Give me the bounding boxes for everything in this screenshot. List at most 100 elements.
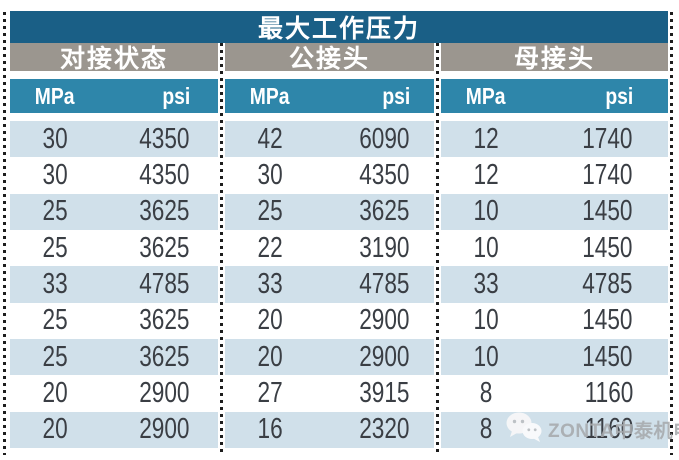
psi-value: 1450 (582, 195, 633, 228)
psi-column-header: psi (382, 82, 410, 109)
table-row: 30 4350 42 6090 12 1740 (10, 121, 668, 158)
mpa-value: 8 (479, 376, 493, 409)
mpa-column-header: MPa (466, 82, 506, 109)
row-group-segment: 30 4350 (225, 157, 434, 194)
column-group-male-coupler: 公接头 (225, 43, 434, 73)
mpa-value: 10 (473, 195, 499, 228)
psi-value: 2900 (359, 304, 410, 337)
psi-value: 3915 (359, 376, 410, 409)
psi-value: 3625 (359, 195, 410, 228)
column-group-female-coupler: 母接头 (441, 43, 668, 73)
column-group-label: 公接头 (288, 45, 370, 73)
mpa-value: 10 (473, 304, 499, 337)
mpa-value: 10 (473, 340, 499, 373)
psi-value: 4785 (582, 267, 633, 300)
row-group-segment: 20 2900 (225, 302, 434, 339)
psi-value: 2900 (139, 413, 190, 446)
mpa-value: 30 (42, 122, 68, 155)
psi-value: 4350 (139, 158, 190, 191)
row-group-segment: 42 6090 (225, 121, 434, 158)
psi-value: 1160 (584, 413, 633, 446)
psi-value: 4785 (139, 267, 190, 300)
row-group-segment: 33 4785 (225, 266, 434, 303)
row-group-segment: 8 1160 (441, 375, 668, 412)
row-group-segment: 30 4350 (10, 121, 218, 158)
column-group-label: 对接状态 (59, 45, 168, 73)
row-group-segment: 30 4350 (10, 157, 218, 194)
table-row: 20 2900 16 2320 8 1160 (10, 411, 668, 448)
dotted-separator-left (3, 12, 6, 455)
psi-column-header: psi (162, 82, 190, 109)
psi-value: 1160 (584, 376, 633, 409)
mpa-value: 25 (42, 231, 68, 264)
table-row: 25 3625 20 2900 10 1450 (10, 338, 668, 376)
column-group-label: 母接头 (513, 45, 595, 73)
row-group-segment: 10 1450 (441, 302, 668, 339)
psi-value: 4350 (139, 122, 190, 155)
column-group-header-row: 对接状态 公接头 母接头 (10, 43, 668, 73)
mpa-value: 20 (42, 376, 68, 409)
row-group-segment: 10 1450 (441, 193, 668, 230)
row-group-segment: 20 2900 (10, 375, 218, 412)
dotted-separator-mid2 (436, 43, 439, 455)
unit-header-row: MPa psi MPa psi MPa psi (10, 79, 668, 113)
row-group-segment: 20 2900 (10, 411, 218, 448)
row-group-segment: 22 3190 (225, 229, 434, 267)
mpa-value: 20 (42, 413, 68, 446)
row-group-segment: 8 1160 (441, 411, 668, 448)
psi-value: 2320 (359, 413, 410, 446)
mpa-value: 25 (42, 304, 68, 337)
table-row: 33 4785 33 4785 33 4785 (10, 266, 668, 303)
dotted-separator-right (670, 12, 673, 455)
psi-value: 1450 (582, 304, 633, 337)
mpa-value: 20 (257, 304, 283, 337)
row-group-segment: 12 1740 (441, 157, 668, 194)
psi-value: 3625 (139, 340, 190, 373)
mpa-value: 22 (257, 231, 283, 264)
column-group-docked: 对接状态 (10, 43, 218, 73)
mpa-value: 8 (479, 413, 493, 446)
psi-column-header: psi (605, 82, 633, 109)
psi-value: 4785 (359, 267, 410, 300)
psi-value: 2900 (139, 376, 190, 409)
dotted-separator-mid1 (220, 43, 223, 455)
table-row: 25 3625 22 3190 10 1450 (10, 229, 668, 267)
row-group-segment: 10 1450 (441, 338, 668, 376)
psi-value: 1740 (582, 158, 633, 191)
psi-value: 3625 (139, 231, 190, 264)
table-row: 30 4350 30 4350 12 1740 (10, 157, 668, 194)
row-group-segment: 25 3625 (225, 193, 434, 230)
row-group-segment: 10 1450 (441, 229, 668, 267)
mpa-value: 42 (257, 122, 283, 155)
unit-header-male: MPa psi (225, 79, 434, 113)
psi-value: 1450 (582, 340, 633, 373)
table-title: 最大工作压力 (10, 11, 668, 43)
mpa-value: 30 (257, 158, 283, 191)
unit-header-female: MPa psi (441, 79, 668, 113)
mpa-column-header: MPa (35, 82, 75, 109)
mpa-value: 33 (42, 267, 68, 300)
row-group-segment: 16 2320 (225, 411, 434, 448)
mpa-value: 27 (257, 376, 283, 409)
mpa-value: 25 (257, 195, 283, 228)
psi-value: 1740 (582, 122, 633, 155)
psi-value: 1450 (582, 231, 633, 264)
table-row: 25 3625 20 2900 10 1450 (10, 302, 668, 339)
row-group-segment: 27 3915 (225, 375, 434, 412)
table-row: 25 3625 25 3625 10 1450 (10, 193, 668, 230)
mpa-value: 12 (473, 158, 499, 191)
psi-value: 3625 (139, 304, 190, 337)
row-group-segment: 25 3625 (10, 229, 218, 267)
mpa-value: 33 (473, 267, 499, 300)
psi-value: 2900 (359, 340, 410, 373)
mpa-value: 20 (257, 340, 283, 373)
row-group-segment: 25 3625 (10, 338, 218, 376)
table-title-text: 最大工作压力 (257, 15, 420, 43)
psi-value: 6090 (359, 122, 410, 155)
mpa-value: 33 (257, 267, 283, 300)
psi-value: 3625 (139, 195, 190, 228)
mpa-value: 12 (473, 122, 499, 155)
row-group-segment: 25 3625 (10, 193, 218, 230)
psi-value: 3190 (359, 231, 410, 264)
